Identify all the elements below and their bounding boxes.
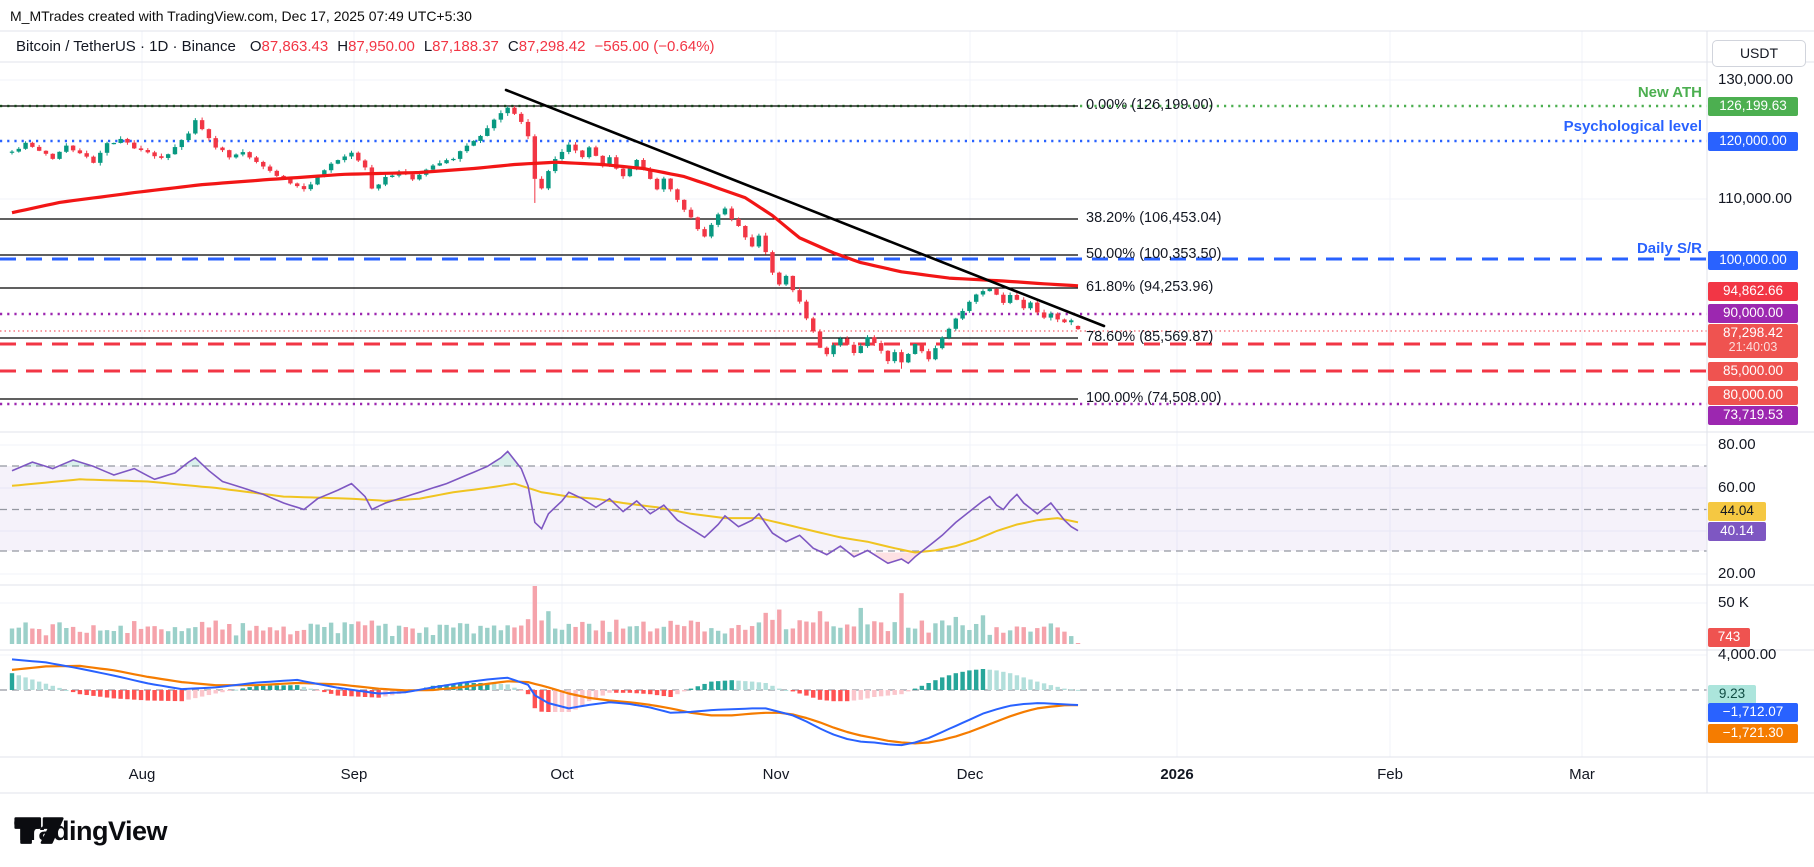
ohlc-label: O xyxy=(249,38,262,55)
price-badge: 743 xyxy=(1708,627,1750,647)
price-badge: 85,000.00 xyxy=(1708,361,1798,381)
fib-level-label: 0.00% (126,199.00) xyxy=(1086,97,1214,113)
axis-label: 110,000.00 xyxy=(1718,190,1792,207)
time-label: Feb xyxy=(1377,766,1403,783)
price-badge: 90,000.00 xyxy=(1708,303,1798,323)
symbol-title[interactable]: Bitcoin / TetherUS · 1D · Binance xyxy=(16,38,236,55)
ohlc-value: 87,950.00 xyxy=(348,38,415,55)
countdown-timer: 21:40:03 xyxy=(1728,340,1778,354)
fib-level-label: 38.20% (106,453.04) xyxy=(1086,210,1222,226)
axis-label: 60.00 xyxy=(1718,479,1756,496)
chart-header: Bitcoin / TetherUS · 1D · Binance O87,863… xyxy=(16,38,715,55)
time-label: 2026 xyxy=(1160,766,1194,783)
fib-level-label: 78.60% (85,569.87) xyxy=(1086,329,1214,345)
time-label: Dec xyxy=(956,766,984,783)
price-badge: −1,721.30 xyxy=(1708,723,1798,743)
ohlc-value: 87,298.42 xyxy=(518,38,586,55)
axis-label: 50 K xyxy=(1718,594,1749,611)
ohlc-value: 87,188.37 xyxy=(432,38,499,55)
tradingview-logo[interactable]: TradingView xyxy=(14,816,168,847)
price-badge: 120,000.00 xyxy=(1708,131,1798,151)
ohlc-value: 87,863.43 xyxy=(261,38,329,55)
level-annotation: Daily S/R xyxy=(1636,240,1702,257)
axis-label: 20.00 xyxy=(1718,565,1756,582)
price-badge: 80,000.00 xyxy=(1708,385,1798,405)
price-badge: 126,199.63 xyxy=(1708,96,1798,116)
axis-label: 4,000.00 xyxy=(1718,646,1777,663)
price-badge: 40.14 xyxy=(1708,521,1766,541)
ohlc-label: L xyxy=(423,38,433,55)
fib-level-label: 50.00% (100,353.50) xyxy=(1086,246,1222,262)
price-badge: 9.23 xyxy=(1708,684,1756,704)
watermark: M_MTrades created with TradingView.com, … xyxy=(10,8,472,24)
time-label: Oct xyxy=(550,766,574,783)
fib-level-label: 61.80% (94,253.96) xyxy=(1086,279,1214,295)
tradingview-logo-icon xyxy=(14,817,64,844)
price-badge: 73,719.53 xyxy=(1708,405,1798,425)
price-change: −565.00 (−0.64%) xyxy=(594,38,715,55)
price-badge: 44.04 xyxy=(1708,501,1766,521)
axis-label: 130,000.00 xyxy=(1718,71,1794,88)
fib-level-label: 100.00% (74,508.00) xyxy=(1086,390,1222,406)
level-annotation: Psychological level xyxy=(1563,118,1702,135)
time-label: Mar xyxy=(1569,766,1595,783)
time-label: Sep xyxy=(340,766,368,783)
time-label: Aug xyxy=(128,766,156,783)
ohlc-values: O87,863.43 H87,950.00 L87,188.37 C87,298.42 xyxy=(250,38,595,55)
currency-toggle-button[interactable]: USDT xyxy=(1712,40,1806,67)
price-badge: −1,712.07 xyxy=(1708,702,1798,722)
ohlc-label: C xyxy=(507,38,519,55)
ohlc-label: H xyxy=(337,38,349,55)
price-badge: 94,862.66 xyxy=(1708,281,1798,301)
time-label: Nov xyxy=(762,766,790,783)
level-annotation: New ATH xyxy=(1637,84,1702,101)
axis-label: 80.00 xyxy=(1718,436,1756,453)
price-badge: 87,298.42 21:40:03 xyxy=(1708,324,1798,358)
price-badge: 100,000.00 xyxy=(1708,250,1798,270)
